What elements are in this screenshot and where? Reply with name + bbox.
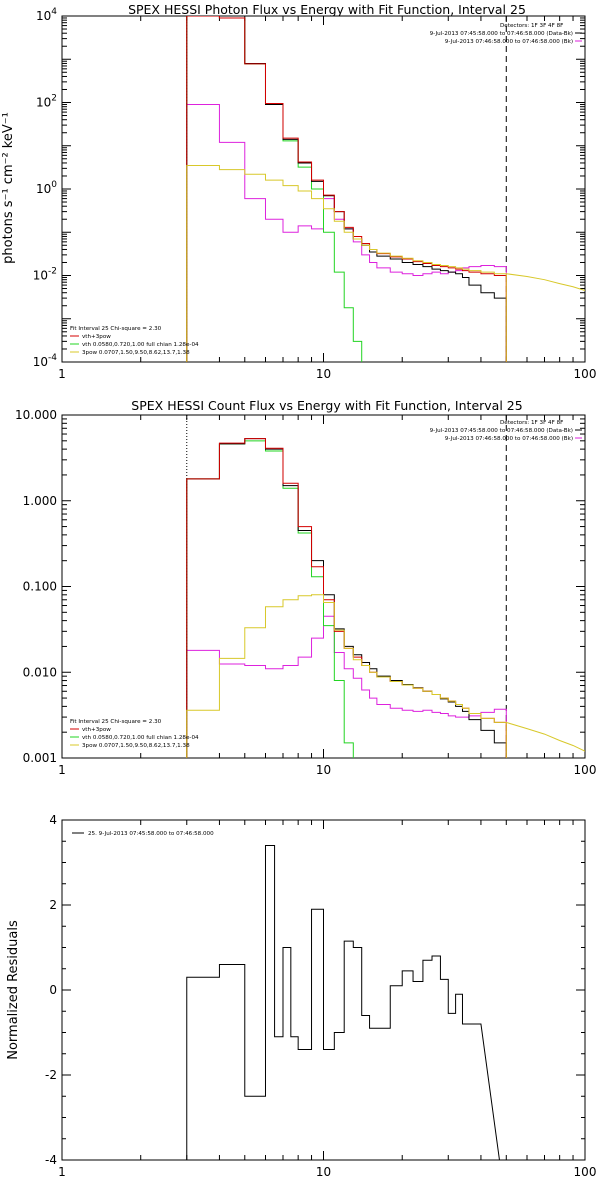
panel1-fit-interval-label: Fit Interval 25 Chi-square = 2.30 [70,326,162,332]
panel2-legend-bk: 9-Jul-2013 07:46:58.000 to 07:46:58.000 … [445,436,573,442]
x-tick-label: 10 [316,1165,331,1179]
x-tick-label: 10 [316,763,331,777]
panel1-legend-3pow: 3pow 0.0707,1.50,9.50,8.62,13.7,1.38 [82,350,190,356]
y-tick-label: 104 [36,7,57,23]
y-tick-label: 10-4 [33,353,58,369]
panel3-plot-area: 1 10 100 4 2 0 -2 -4 [45,813,597,1179]
panel2-legend-databk: 9-Jul-2013 07:45:58.000 to 07:46:58.000 … [430,428,573,434]
y-tick-label: 0.001 [23,751,57,765]
count-flux-panel: SPEX HESSI Count Flux vs Energy with Fit… [15,398,597,777]
y-tick-label: 10-2 [33,267,57,283]
x-tick-label: 1 [58,763,66,777]
panel3-y-axis-label: Normalized Residuals [6,920,21,1060]
x-tick-label: 100 [574,367,597,381]
panel2-legend-detectors: Detectors: 1F 3F 4F 8F [500,420,563,426]
panel3-legend-label: 25. 9-Jul-2013 07:45:58.000 to 07:46:58.… [88,831,214,837]
panel2-legend-topright: Detectors: 1F 3F 4F 8F 9-Jul-2013 07:45:… [430,420,582,442]
series-3pow [186,164,507,362]
panel1-legend-topright: Detectors: 1F 3F 4F 8F 9-Jul-2013 07:45:… [430,23,582,45]
series-3pow-extension [506,721,585,752]
panel3-legend: 25. 9-Jul-2013 07:45:58.000 to 07:46:58.… [72,831,214,837]
series-3pow-extension [506,273,585,291]
x-tick-label: 100 [574,1165,597,1179]
panel2-legend-bottomleft: Fit Interval 25 Chi-square = 2.30 vth+3p… [70,719,199,749]
panel1-legend-detectors: Detectors: 1F 3F 4F 8F [500,23,563,29]
panel1-legend-databk: 9-Jul-2013 07:45:58.000 to 07:46:58.000 … [430,31,573,37]
x-tick-label: 10 [316,367,331,381]
panel2-title: SPEX HESSI Count Flux vs Energy with Fit… [131,398,522,413]
x-tick-label: 1 [58,1165,66,1179]
panel1-y-axis-label: photons s⁻¹ cm⁻² keV⁻¹ [1,112,16,264]
panel1-legend-bk: 9-Jul-2013 07:46:58.000 to 07:46:58.000 … [445,39,573,45]
panel1-title: SPEX HESSI Photon Flux vs Energy with Fi… [128,2,526,17]
residuals-panel: Normalized Residuals 1 10 100 4 2 0 -2 -4 25. 9… [6,813,597,1179]
panel2-legend-3pow: 3pow 0.0707,1.50,9.50,8.62,13.7,1.38 [82,743,190,749]
series-3pow [186,594,507,758]
photon-flux-panel: SPEX HESSI Photon Flux vs Energy with Fi… [1,2,597,381]
y-tick-label: 0.010 [23,665,57,679]
panel1-legend-vth: vth 0.0580,0.720,1.00 full chian 1.28e-0… [82,342,199,348]
y-tick-label: 4 [49,813,57,827]
panel1-legend-vth3pow: vth+3pow [82,334,111,340]
x-tick-label: 100 [574,763,597,777]
panel2-legend-vth: vth 0.0580,0.720,1.00 full chian 1.28e-0… [82,735,199,741]
panel2-plot-area: 1 10 100 10.000 1.000 0.100 0.010 0.001 [15,408,597,777]
y-tick-label: 100 [36,180,57,196]
panel1-plot-area: 1 10 100 104 102 100 10-2 10-4 [33,7,597,381]
y-tick-label: -2 [45,1068,57,1082]
y-tick-label: -4 [45,1153,57,1167]
panel2-fit-interval-label: Fit Interval 25 Chi-square = 2.30 [70,719,162,725]
y-tick-label: 1.000 [23,494,57,508]
y-tick-label: 2 [49,898,57,912]
x-tick-label: 1 [58,367,66,381]
y-tick-label: 102 [36,94,57,110]
y-tick-label: 0 [49,983,57,997]
y-tick-label: 10.000 [15,408,57,422]
series-bk [186,615,507,758]
series-25-9-jul-2013-07-45-58-000-to-07-46-58-000 [186,845,500,1160]
panel2-legend-vth3pow: vth+3pow [82,727,111,733]
y-tick-label: 0.100 [23,580,57,594]
panel1-legend-bottomleft: Fit Interval 25 Chi-square = 2.30 vth+3p… [70,326,199,356]
